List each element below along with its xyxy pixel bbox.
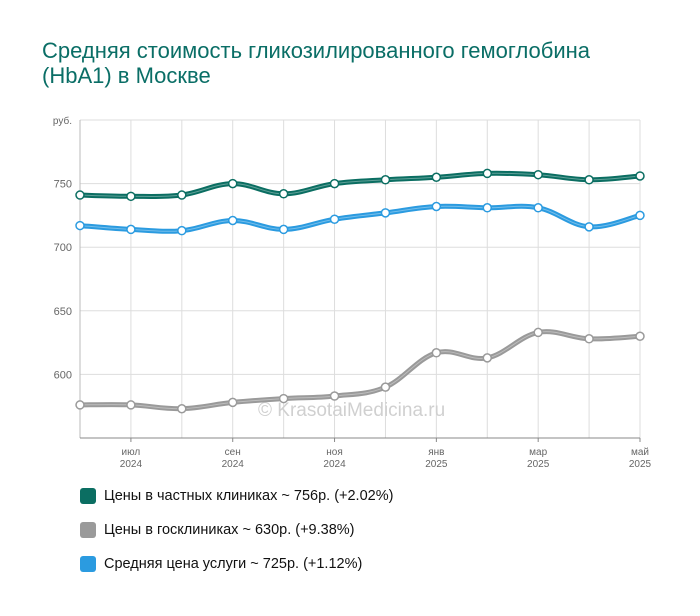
- chart-axes: 600650700750руб.июл2024сен2024ноя2024янв…: [53, 115, 652, 470]
- data-point: [177, 403, 187, 414]
- data-point: [533, 203, 543, 213]
- data-point: [482, 353, 493, 363]
- x-tick-label-year: 2025: [629, 459, 652, 470]
- legend-swatch-private: [80, 488, 96, 504]
- data-point: [329, 214, 340, 224]
- data-point: [126, 191, 136, 202]
- y-tick-label: 750: [54, 179, 72, 191]
- data-point: [482, 203, 493, 213]
- data-point: [431, 201, 442, 212]
- data-point: [75, 190, 85, 200]
- x-tick-label-month: янв: [428, 447, 444, 458]
- legend-item-average[interactable]: Средняя цена услуги ~ 725р. (+1.12%): [80, 554, 393, 574]
- data-point: [75, 400, 85, 410]
- data-point: [533, 327, 543, 338]
- legend-swatch-average: [80, 556, 96, 572]
- data-point: [584, 222, 594, 232]
- data-point: [227, 397, 238, 408]
- data-point: [482, 168, 493, 179]
- data-point: [126, 400, 136, 410]
- data-point: [431, 348, 442, 358]
- data-point: [584, 175, 594, 185]
- data-point: [329, 391, 340, 401]
- x-tick-label-year: 2024: [222, 459, 245, 470]
- data-point: [227, 178, 238, 189]
- x-tick-label-year: 2024: [120, 459, 143, 470]
- data-point: [227, 215, 238, 226]
- series-line: [77, 329, 643, 412]
- legend-item-private[interactable]: Цены в частных клиниках ~ 756р. (+2.02%): [80, 486, 393, 506]
- series-line-highlight: [79, 331, 641, 410]
- data-point: [75, 220, 85, 231]
- series-line-highlight: [79, 205, 641, 232]
- y-axis-unit-label: руб.: [53, 115, 72, 127]
- data-point: [635, 331, 645, 341]
- chart-title: Средняя стоимость гликозилированного гем…: [42, 38, 591, 88]
- data-point: [635, 171, 645, 181]
- x-tick-label-year: 2025: [527, 459, 550, 470]
- chart-series: [75, 168, 645, 414]
- data-point: [177, 225, 187, 236]
- x-tick-label-month: мар: [529, 447, 547, 458]
- data-point: [278, 393, 289, 404]
- y-tick-label: 650: [54, 306, 72, 318]
- x-tick-label-month: июл: [122, 447, 141, 458]
- y-tick-label: 700: [54, 242, 72, 254]
- data-point: [126, 224, 136, 235]
- legend-swatch-public: [80, 522, 96, 538]
- data-point: [278, 224, 289, 235]
- data-point: [329, 178, 340, 189]
- legend-label-public: Цены в госклиниках ~ 630р. (+9.38%): [104, 522, 355, 538]
- legend-label-average: Средняя цена услуги ~ 725р. (+1.12%): [104, 556, 363, 572]
- legend-label-private: Цены в частных клиниках ~ 756р. (+2.02%): [104, 488, 394, 504]
- x-tick-label-month: май: [631, 447, 649, 458]
- x-tick-label-year: 2025: [425, 459, 448, 470]
- data-point: [278, 189, 289, 199]
- data-point: [177, 190, 187, 200]
- chart-legend: Цены в частных клиниках ~ 756р. (+2.02%)…: [80, 486, 393, 588]
- data-point: [431, 172, 442, 182]
- series-line-highlight: [79, 172, 641, 198]
- data-point: [380, 175, 391, 185]
- chart-area: © KrasotaiMedicina.ru 600 650 700 750 руб. ию…: [53, 115, 652, 470]
- data-point: [584, 334, 594, 344]
- data-point: [380, 208, 391, 218]
- x-tick-label-month: ноя: [326, 447, 343, 458]
- data-point: [635, 210, 645, 221]
- chart-grid: [79, 119, 641, 438]
- legend-item-public[interactable]: Цены в госклиниках ~ 630р. (+9.38%): [80, 520, 393, 540]
- watermark: © KrasotaiMedicina.ru: [258, 400, 445, 421]
- x-tick-label-month: сен: [225, 447, 241, 458]
- data-point: [380, 382, 391, 392]
- series-line: [77, 203, 643, 234]
- x-tick-label-year: 2024: [323, 459, 346, 470]
- y-tick-label: 600: [54, 369, 72, 381]
- data-point: [533, 169, 543, 180]
